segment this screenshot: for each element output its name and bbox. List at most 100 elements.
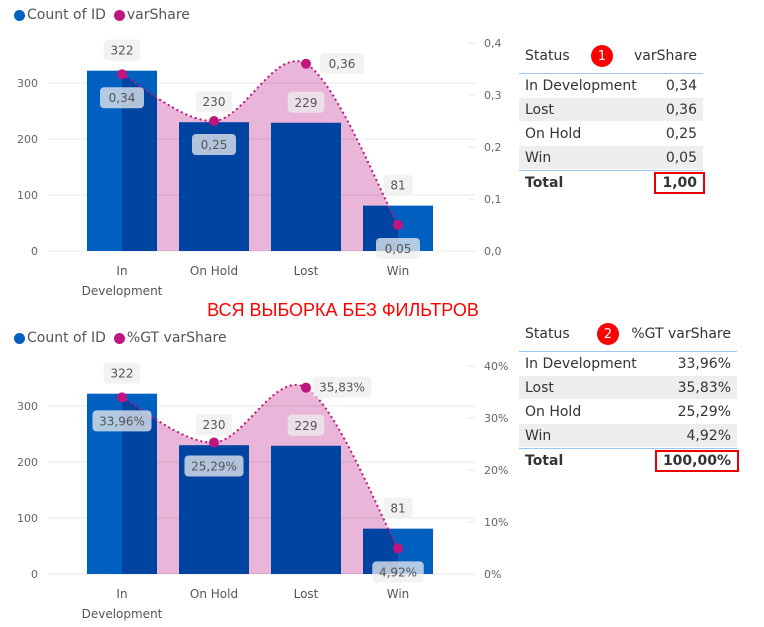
line-data-label-bg bbox=[372, 561, 424, 583]
x-category-label: Win bbox=[387, 264, 410, 278]
line-data-label-bg bbox=[312, 376, 372, 398]
y-right-tick-label: 0,0 bbox=[484, 245, 502, 258]
table-total-row: Total 100,00% bbox=[519, 448, 739, 473]
total-label: Total bbox=[525, 175, 564, 191]
chart-gt-varshare[interactable]: Count of ID %GT varShare 0 100 200 300 0% 10% 20… bbox=[0, 323, 510, 623]
bar-data-label-bg bbox=[383, 174, 413, 196]
y-left-tick-label: 0 bbox=[31, 568, 38, 581]
data-point bbox=[301, 58, 311, 69]
data-point bbox=[117, 392, 127, 403]
cell-status: In Development bbox=[525, 355, 637, 372]
bar-data-label-bg bbox=[195, 414, 233, 436]
line-data-label: 35,83% bbox=[319, 381, 365, 395]
legend: Count of ID varShare bbox=[14, 7, 194, 23]
table-header: Status 1 varShare bbox=[519, 39, 703, 74]
total-value: 100,00% bbox=[654, 450, 739, 472]
legend-marker bbox=[113, 332, 125, 344]
bar-data-label-bg bbox=[195, 91, 233, 113]
area-fill bbox=[122, 61, 398, 252]
table-row: On Hold 25,29% bbox=[519, 400, 737, 424]
table-row: On Hold 0,25 bbox=[519, 122, 703, 146]
col-status-header[interactable]: Status bbox=[525, 326, 570, 342]
y-right-tick-label: 20% bbox=[484, 464, 508, 477]
data-point bbox=[393, 543, 403, 554]
legend-item[interactable]: Count of ID bbox=[14, 330, 106, 346]
y-right-tick-label: 10% bbox=[484, 516, 508, 529]
y-left-tick-label: 200 bbox=[17, 133, 38, 146]
x-category-label: Win bbox=[387, 587, 410, 601]
bar-data-label: 229 bbox=[295, 96, 318, 110]
bar-data-label: 229 bbox=[295, 419, 318, 433]
legend-marker bbox=[14, 332, 25, 344]
table-row: In Development 0,34 bbox=[519, 74, 703, 98]
table-row: Lost 35,83% bbox=[519, 376, 737, 400]
banner-title: ВСЯ ВЫБОРКА БЕЗ ФИЛЬТРОВ bbox=[207, 300, 479, 320]
legend: Count of ID %GT varShare bbox=[14, 330, 231, 346]
cell-status: Win bbox=[525, 427, 552, 444]
data-point bbox=[117, 69, 127, 80]
badge-1: 1 bbox=[591, 45, 613, 67]
x-category-label: On Hold bbox=[190, 587, 238, 601]
cell-value: 35,83% bbox=[677, 379, 731, 396]
cell-value: 0,36 bbox=[665, 101, 697, 118]
data-point bbox=[209, 437, 219, 448]
y-left-tick-label: 200 bbox=[17, 456, 38, 469]
line-data-label-bg bbox=[320, 52, 364, 74]
y-right-tick-label: 30% bbox=[484, 412, 508, 425]
chart-varshare[interactable]: Count of ID varShare 0 100 200 300 0,0 0,1 0,2 0,… bbox=[0, 0, 510, 300]
cell-status: Lost bbox=[525, 101, 554, 118]
line-data-label-bg bbox=[100, 87, 144, 109]
legend-label: %GT varShare bbox=[126, 330, 227, 346]
bar-data-label-bg bbox=[103, 39, 141, 61]
legend-item[interactable]: varShare bbox=[113, 7, 190, 23]
col-value-header[interactable]: %GT varShare bbox=[631, 326, 731, 342]
y-right-tick-label: 40% bbox=[484, 360, 508, 373]
bar-data-label-bg bbox=[103, 362, 141, 384]
x-category-label: Lost bbox=[294, 264, 319, 278]
bar-data-label: 322 bbox=[111, 367, 134, 381]
col-status-header[interactable]: Status bbox=[525, 48, 570, 64]
line-data-label: 0,34 bbox=[109, 91, 136, 105]
x-category-label: Development bbox=[82, 607, 163, 621]
line-data-label: 0,36 bbox=[329, 57, 356, 71]
cell-value: 33,96% bbox=[677, 355, 731, 372]
line-data-label: 0,25 bbox=[201, 138, 228, 152]
table-total-row: Total 1,00 bbox=[519, 170, 705, 195]
bar-data-label: 81 bbox=[390, 502, 405, 516]
cell-status: Lost bbox=[525, 379, 554, 396]
y-left-tick-label: 300 bbox=[17, 400, 38, 413]
cell-value: 4,92% bbox=[686, 427, 731, 444]
table-varshare: Status 1 varShare In Development 0,34 Los… bbox=[519, 39, 705, 195]
x-category-label: On Hold bbox=[190, 264, 238, 278]
legend-label: Count of ID bbox=[27, 330, 106, 346]
bar-data-label: 230 bbox=[203, 95, 226, 109]
table-header: Status 2 %GT varShare bbox=[519, 317, 737, 352]
cell-status: In Development bbox=[525, 77, 637, 94]
line-data-label: 4,92% bbox=[379, 565, 417, 579]
data-point bbox=[301, 382, 311, 393]
cell-status: Win bbox=[525, 149, 552, 166]
table-row: In Development 33,96% bbox=[519, 352, 737, 376]
area-fill bbox=[122, 384, 398, 574]
legend-marker bbox=[113, 9, 125, 21]
line-data-label: 0,05 bbox=[385, 242, 412, 256]
col-value-header[interactable]: varShare bbox=[633, 48, 697, 64]
table-row: Lost 0,36 bbox=[519, 98, 703, 122]
legend-item[interactable]: Count of ID bbox=[14, 7, 106, 23]
y-right-tick-label: 0,3 bbox=[484, 89, 502, 102]
y-left-tick-label: 100 bbox=[17, 189, 38, 202]
line-data-label-bg bbox=[184, 455, 244, 477]
y-right-tick-label: 0,4 bbox=[484, 37, 502, 50]
y-left-tick-label: 100 bbox=[17, 512, 38, 525]
chart-svg: 0 100 200 300 0,0 0,1 0,2 0,3 0,4 322 230 229 81 0,34… bbox=[17, 37, 502, 298]
legend-item[interactable]: %GT varShare bbox=[113, 330, 227, 346]
y-right-tick-label: 0,2 bbox=[484, 141, 502, 154]
cell-status: On Hold bbox=[525, 125, 582, 142]
total-value: 1,00 bbox=[654, 172, 705, 194]
cell-value: 0,05 bbox=[665, 149, 697, 166]
x-category-label: In bbox=[116, 264, 127, 278]
cell-value: 0,25 bbox=[665, 125, 697, 142]
series-line bbox=[121, 384, 399, 549]
legend-marker bbox=[14, 9, 25, 21]
